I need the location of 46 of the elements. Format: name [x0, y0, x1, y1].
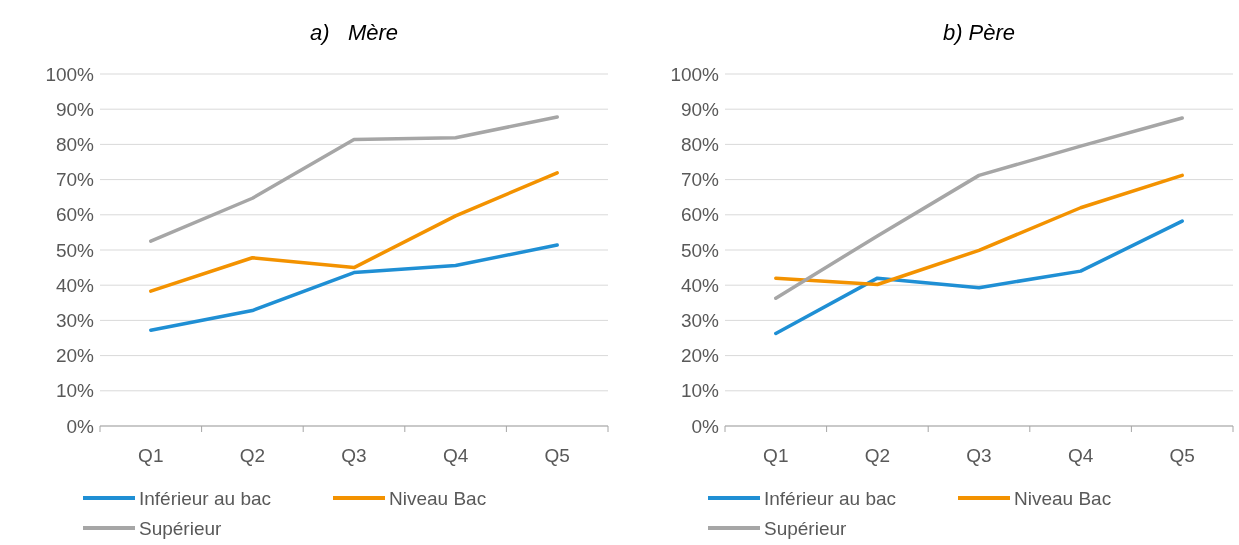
y-tick-label: 90%: [680, 98, 720, 120]
y-tick-label: 30%: [680, 310, 720, 332]
y-tick-label: 10%: [680, 380, 720, 402]
y-tick-label: 30%: [55, 310, 95, 332]
x-tick-label: Q5: [544, 445, 570, 466]
line-series: [149, 243, 559, 333]
x-tick-label: Q1: [138, 445, 164, 466]
x-tick-label: Q1: [763, 445, 789, 466]
line-series: [149, 115, 559, 243]
x-tick-label: Q2: [239, 445, 266, 466]
y-tick-label: 20%: [680, 345, 720, 367]
legend-label: Inférieur au bac: [139, 487, 272, 509]
y-tick-label: 100%: [45, 63, 95, 85]
y-tick-label: 70%: [680, 169, 720, 191]
chart-title: b) Père: [942, 20, 1016, 45]
x-tick-label: Q4: [442, 445, 469, 466]
line-series: [774, 219, 1184, 336]
y-tick-label: 50%: [55, 239, 95, 261]
x-tick-label: Q3: [966, 445, 992, 466]
y-tick-label: 70%: [55, 169, 95, 191]
y-tick-label: 10%: [55, 380, 95, 402]
y-tick-label: 100%: [670, 63, 720, 85]
x-tick-label: Q3: [341, 445, 367, 466]
legend-label: Supérieur: [764, 517, 848, 539]
line-series: [774, 173, 1184, 287]
y-tick-label: 80%: [680, 134, 720, 156]
legend-label: Niveau Bac: [389, 487, 487, 509]
y-tick-label: 20%: [55, 345, 95, 367]
y-tick-label: 80%: [55, 134, 95, 156]
chart-title: a) Mère: [309, 20, 399, 45]
y-tick-label: 90%: [55, 98, 95, 120]
y-tick-label: 40%: [680, 274, 720, 296]
legend-label: Supérieur: [139, 517, 223, 539]
line-series: [149, 171, 559, 293]
y-tick-label: 40%: [55, 274, 95, 296]
y-tick-label: 0%: [691, 415, 720, 437]
x-tick-label: Q2: [864, 445, 891, 466]
x-tick-label: Q4: [1067, 445, 1094, 466]
y-tick-label: 60%: [680, 204, 720, 226]
y-tick-label: 60%: [55, 204, 95, 226]
y-tick-label: 50%: [680, 239, 720, 261]
y-tick-label: 0%: [66, 415, 95, 437]
legend-label: Niveau Bac: [1014, 487, 1112, 509]
x-tick-label: Q5: [1169, 445, 1195, 466]
legend-label: Inférieur au bac: [764, 487, 897, 509]
line-series: [774, 116, 1184, 300]
